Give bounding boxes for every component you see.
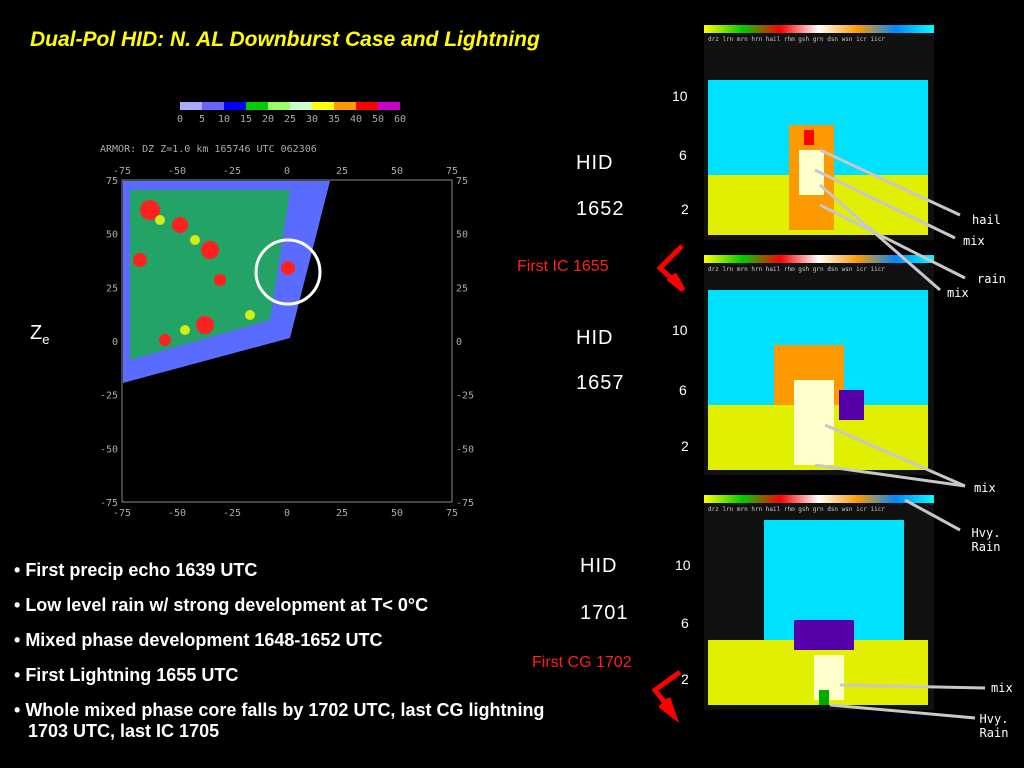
y-tick-label: 25 [106,283,118,294]
height-label: 10 [675,557,691,573]
x-tick-label: 75 [446,166,458,177]
hid-time-3: 1701 [580,602,629,624]
radar-axes: 0 5 10 15 20 25 30 35 40 50 60 ARMOR: DZ Z=1.0 km … [100,114,474,519]
hid-time-1: 1652 [576,198,625,220]
y-tick-label: 0 [112,337,118,348]
x-tick-label: -50 [168,508,186,519]
y-tick-label: 50 [106,230,118,241]
colorbar-tick-label: 20 [262,114,274,125]
height-label: 10 [672,322,688,338]
height-label: 10 [672,88,688,104]
bullet-item: Low level rain w/ strong development at … [14,595,574,616]
colorbar-tick-label: 0 [177,114,183,125]
ze-label: Ze [30,322,50,347]
mix-note: mix [947,286,969,300]
y-tick-label: -25 [456,391,474,402]
y-tick-label: -75 [456,498,474,509]
x-tick-label: 0 [284,166,290,177]
mix-note: mix [963,234,985,248]
slide-title: Dual-Pol HID: N. AL Downburst Case and L… [30,28,540,51]
hid-label-3: HID [580,555,618,577]
bullet-item: First precip echo 1639 UTC [14,560,574,581]
bullet-item: First Lightning 1655 UTC [14,665,574,686]
height-label: 6 [679,382,687,398]
height-label: 6 [679,147,687,163]
colorbar-tick-label: 60 [394,114,406,125]
dz-colorbar [180,102,400,110]
y-tick-label: -75 [100,498,118,509]
y-tick-label: 25 [456,283,468,294]
y-tick-label: 75 [456,176,468,187]
x-tick-label: 25 [336,508,348,519]
hid-legend: drz lrn mrn hrn hail rhm gsh grn dsn wsn… [708,36,886,43]
hvy-rain-note: Hvy. Rain [979,712,1009,740]
y-tick-label: -50 [100,444,118,455]
y-tick-label: -25 [100,391,118,402]
colorbar-tick-label: 30 [306,114,318,125]
radar-header: ARMOR: DZ Z=1.0 km 165746 UTC 062306 [100,144,317,155]
y-tick-label: 50 [456,230,468,241]
bullet-list: First precip echo 1639 UTC Low level rai… [14,560,574,756]
radar-reflectivity-plot: 0 5 10 15 20 25 30 35 40 50 60 ARMOR: DZ Z=1.0 km … [90,100,490,520]
x-tick-label: -25 [223,166,241,177]
hid-label-2: HID [576,327,614,349]
hail-note: hail [972,213,1001,227]
x-tick-label: 0 [284,508,290,519]
x-tick-label: 50 [391,166,403,177]
hvy-rain-note: Hvy. Rain [971,526,1001,554]
x-tick-label: 25 [336,166,348,177]
height-label: 2 [681,438,689,454]
y-tick-label: 75 [106,176,118,187]
colorbar-tick-label: 40 [350,114,362,125]
x-tick-label: -25 [223,508,241,519]
storm-circle [254,238,322,306]
colorbar-tick-label: 25 [284,114,296,125]
hid-panel-1701: drz lrn mrn hrn hail rhm gsh grn dsn wsn… [704,495,934,710]
hid-legend: drz lrn mrn hrn hail rhm gsh grn dsn wsn… [708,506,886,513]
rain-note: rain [977,272,1006,286]
height-label: 2 [681,201,689,217]
hid-legend: drz lrn mrn hrn hail rhm gsh grn dsn wsn… [708,266,886,273]
height-label: 6 [681,615,689,631]
hid-label-1: HID [576,152,614,174]
x-tick-label: -50 [168,166,186,177]
bullet-item: Whole mixed phase core falls by 1702 UTC… [14,700,574,742]
x-tick-label: -75 [113,508,131,519]
hid-time-2: 1657 [576,372,625,394]
bullet-item: Mixed phase development 1648-1652 UTC [14,630,574,651]
colorbar-tick-label: 35 [328,114,340,125]
first-ic-label: First IC 1655 [517,258,609,275]
height-label: 2 [681,671,689,687]
hid-panel-1657: drz lrn mrn hrn hail rhm gsh grn dsn wsn… [704,255,934,475]
colorbar-tick-label: 5 [199,114,205,125]
y-tick-label: -50 [456,444,474,455]
colorbar-tick-label: 15 [240,114,252,125]
mix-note: mix [974,481,996,495]
y-tick-label: 0 [456,337,462,348]
x-tick-label: 50 [391,508,403,519]
mix-note: mix [991,681,1013,695]
x-tick-label: -75 [113,166,131,177]
first-cg-label: First CG 1702 [532,654,632,671]
colorbar-tick-label: 50 [372,114,384,125]
hid-panel-1652: drz lrn mrn hrn hail rhm gsh grn dsn wsn… [704,25,934,240]
x-tick-label: 75 [446,508,458,519]
colorbar-tick-label: 10 [218,114,230,125]
